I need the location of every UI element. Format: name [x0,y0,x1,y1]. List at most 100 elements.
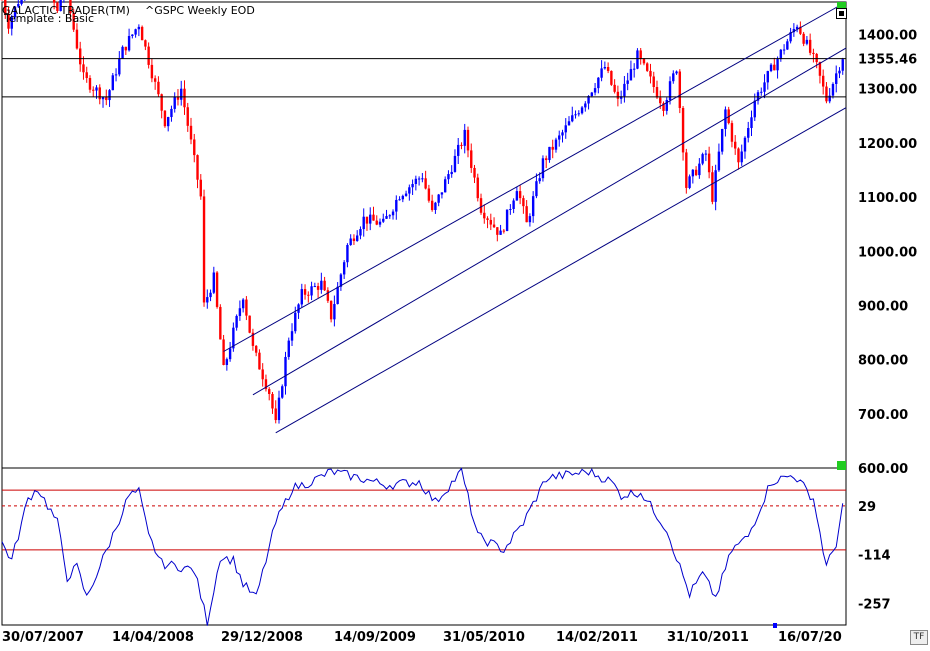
candle [363,208,365,236]
candle [372,207,374,221]
candle-body [519,191,521,198]
candle [565,118,567,139]
candle-body [552,147,554,150]
candle [701,153,703,166]
candle [594,83,596,95]
candle-body [180,89,182,100]
candle [206,289,208,308]
candle-body [809,40,811,53]
candle [343,260,345,279]
channel-line [253,48,846,395]
candle [167,117,169,132]
candle [379,218,381,227]
candle-body [542,158,544,178]
candle [558,131,560,147]
candle-body [121,47,123,59]
candle-body [76,30,78,49]
candle-body [343,262,345,274]
candle [154,75,156,89]
candle-body [294,313,296,331]
candle [115,68,117,81]
candle-body [112,75,114,90]
candle [317,283,319,298]
candle-body [255,346,257,353]
candle-body [473,168,475,178]
candle-body [369,215,371,224]
candle-body [815,54,817,62]
candle [131,34,133,38]
candle-body [164,111,166,126]
candle-body [128,36,130,50]
candle [349,234,351,246]
candle [698,158,700,179]
candle [773,58,775,71]
candle [578,110,580,116]
candle [822,70,824,95]
candle-body [467,130,469,150]
candle [767,71,769,90]
candle-body [747,128,749,138]
candle [734,135,736,155]
candle [604,62,606,70]
date-tick-label: 31/10/2011 [667,630,749,645]
candle [242,298,244,312]
candle [519,185,521,204]
candle-body [574,114,576,115]
candle [679,69,681,113]
candle [747,122,749,142]
candle [737,147,739,169]
candle-body [278,398,280,420]
candle [450,165,452,178]
candle-body [470,150,472,168]
candle [190,118,192,144]
candle [346,243,348,267]
candle-body [646,63,648,71]
candle [118,51,120,76]
candle-body [418,179,420,180]
candle-body [711,172,713,202]
candle-body [457,145,459,156]
candle-body [138,27,140,29]
candle [561,130,563,143]
candle-body [480,198,482,213]
candle-body [760,92,762,93]
candle [493,217,495,228]
candle [490,214,492,230]
candle [187,103,189,132]
candle-body [721,129,723,152]
candle-body [493,225,495,228]
candle [389,214,391,219]
candle-body [437,195,439,203]
maximize-icon[interactable] [836,8,847,19]
candle-body [275,408,277,420]
candle [783,44,785,54]
candle-body [447,174,449,179]
candle [512,198,514,213]
candle-body [92,90,94,91]
candle-body [506,210,508,231]
candle-body [411,184,413,187]
candle [330,300,332,322]
candle-body [490,220,492,225]
candle [376,215,378,225]
candle [555,138,557,153]
price-tick-label: 800.00 [858,354,908,369]
candle [692,169,694,183]
candle-body [271,394,273,409]
date-tick-label: 14/09/2009 [334,630,416,645]
candle [320,273,322,294]
panel-resize-handle[interactable] [837,461,846,470]
top-marker-icon[interactable] [837,2,846,8]
candle-body [594,88,596,92]
candle-body [633,69,635,70]
candle-body [842,59,844,71]
candle [275,400,277,423]
candle-body [193,139,195,155]
candle-body [89,78,91,90]
candle [607,62,609,73]
candle [809,34,811,56]
candle [802,32,804,46]
candle-body [415,179,417,184]
candle [141,25,143,40]
